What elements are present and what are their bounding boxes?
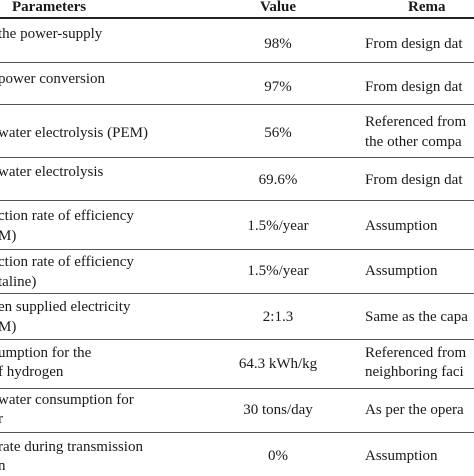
row-6-parameter-line-2: taline)	[0, 274, 37, 290]
row-2-parameter: power conversion	[0, 71, 106, 87]
row-5-remark: Assumption	[365, 218, 438, 234]
row-5-parameter-line-1: ction rate of efficiency	[0, 208, 134, 224]
row-4-remark: From design dat	[365, 172, 463, 188]
row-divider	[0, 62, 474, 63]
row-divider	[0, 200, 474, 201]
row-2-remark: From design dat	[365, 79, 463, 95]
row-divider	[0, 388, 474, 389]
row-6-remark: Assumption	[365, 263, 438, 279]
row-divider	[0, 339, 474, 340]
row-9-parameter-line-1: water consumption for	[0, 392, 134, 408]
row-3-remark-line-2: the other compa	[365, 134, 462, 150]
row-divider	[0, 293, 474, 294]
row-9-parameter-line-2: r	[0, 411, 3, 427]
row-1-value: 98%	[264, 36, 292, 52]
row-7-remark: Same as the capa	[365, 309, 468, 325]
row-5-parameter-line-2: M)	[0, 228, 17, 244]
row-10-parameter-line-1: rate during transmission	[0, 439, 143, 455]
row-3-remark-line-1: Referenced from	[365, 114, 467, 130]
header-parameters: Parameters	[12, 0, 87, 15]
header-value: Value	[259, 0, 297, 15]
row-5-value: 1.5%/year	[247, 218, 309, 234]
row-10-remark: Assumption	[365, 448, 438, 464]
row-8-remark-line-2: neighboring faci	[365, 364, 464, 380]
row-divider	[0, 157, 474, 158]
row-divider	[0, 104, 474, 105]
header-rule	[0, 17, 474, 19]
row-4-parameter: water electrolysis	[0, 164, 104, 180]
row-7-value: 2:1.3	[262, 309, 294, 325]
row-8-remark-line-1: Referenced from	[365, 345, 467, 361]
row-1-parameter: the power-supply	[0, 26, 103, 42]
row-divider	[0, 432, 474, 433]
row-4-value: 69.6%	[258, 172, 298, 188]
row-10-value: 0%	[268, 448, 288, 464]
header-remarks: Rema	[408, 0, 446, 15]
row-3-parameter: water electrolysis (PEM)	[0, 125, 148, 141]
row-1-remark: From design dat	[365, 36, 463, 52]
row-10-parameter-line-2: n	[0, 458, 6, 474]
row-3-value: 56%	[264, 125, 292, 141]
row-9-value: 30 tons/day	[243, 402, 313, 418]
row-8-value: 64.3 kWh/kg	[238, 356, 318, 372]
row-7-parameter-line-1: en supplied electricity	[0, 299, 131, 315]
row-2-value: 97%	[264, 79, 292, 95]
row-9-remark: As per the opera	[365, 402, 464, 418]
row-8-parameter-line-1: umption for the	[0, 345, 92, 361]
row-7-parameter-line-2: M)	[0, 319, 17, 335]
row-6-parameter-line-1: ction rate of efficiency	[0, 254, 134, 270]
row-8-parameter-line-2: f hydrogen	[0, 364, 64, 380]
row-divider	[0, 249, 474, 250]
row-6-value: 1.5%/year	[247, 263, 309, 279]
